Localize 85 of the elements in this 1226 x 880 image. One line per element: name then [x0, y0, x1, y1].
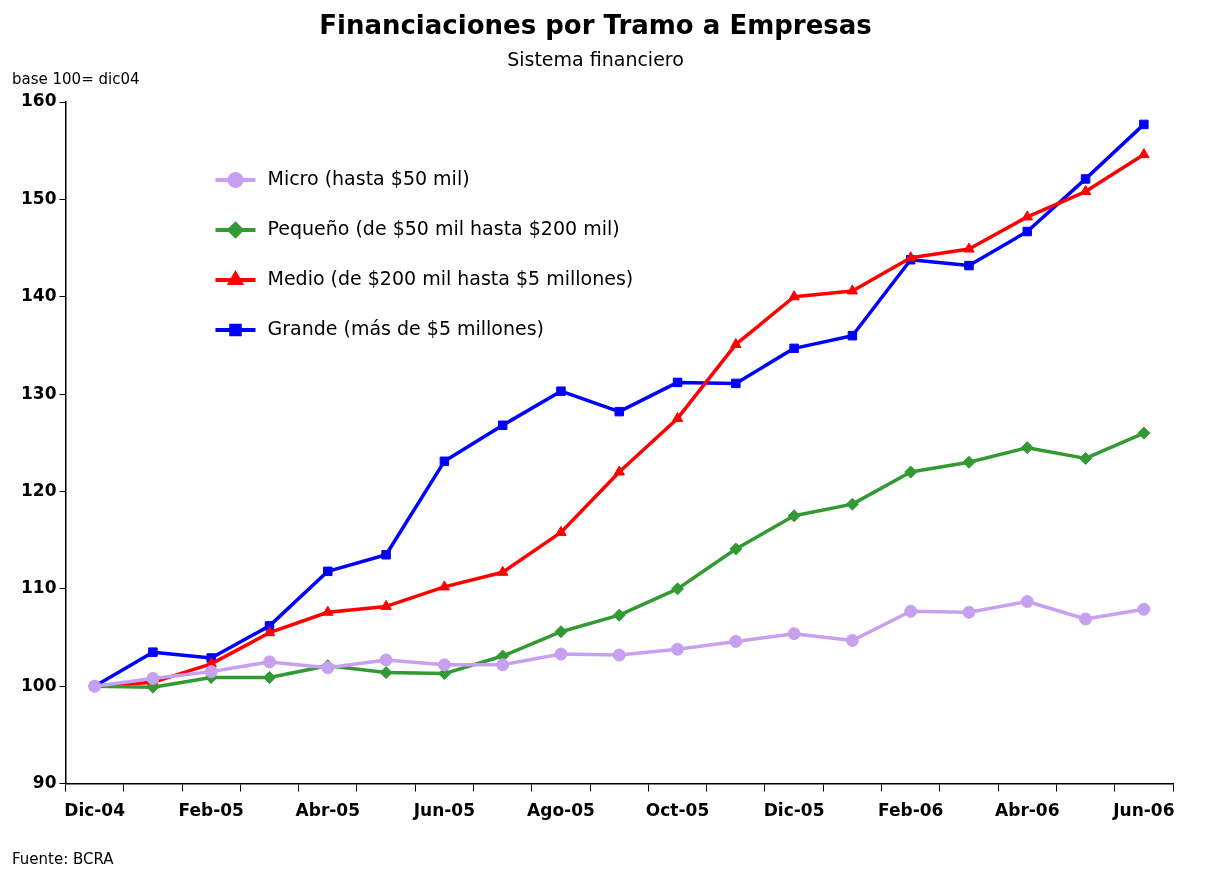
- point: [1079, 451, 1093, 465]
- x-tick-label: Feb-06: [878, 800, 944, 821]
- point: [379, 653, 393, 667]
- point: [554, 647, 568, 661]
- y-tick-label: 90: [32, 772, 57, 793]
- point: [730, 337, 742, 348]
- point: [729, 542, 743, 556]
- point: [1139, 119, 1149, 130]
- point: [497, 420, 508, 431]
- point: [439, 456, 450, 467]
- point: [1022, 226, 1033, 237]
- point: [204, 665, 218, 679]
- y-tick-label: 140: [20, 285, 57, 306]
- point: [846, 284, 859, 295]
- legend-label: Micro (hasta $50 mil): [267, 166, 470, 189]
- x-tick-label: Abr-05: [295, 800, 361, 821]
- point: [845, 497, 859, 511]
- point: [380, 599, 392, 610]
- point: [964, 260, 974, 271]
- point: [1079, 612, 1093, 626]
- point: [612, 608, 626, 622]
- point: [379, 666, 393, 680]
- x-tick-label: Ago-05: [527, 800, 595, 821]
- point: [1021, 210, 1033, 221]
- point: [263, 670, 276, 684]
- point: [496, 565, 509, 576]
- x-tick-label: Jun-06: [1112, 800, 1175, 821]
- point: [962, 605, 976, 619]
- legend-label: Medio (de $200 mil hasta $5 millones): [267, 266, 634, 289]
- point: [148, 647, 158, 657]
- point: [787, 627, 801, 641]
- point: [614, 406, 624, 417]
- point: [847, 330, 858, 341]
- chart-subtitle: Sistema financiero: [507, 47, 684, 70]
- point: [263, 655, 276, 669]
- point: [613, 465, 625, 476]
- point: [845, 633, 859, 647]
- legend-label: Grande (más de $5 millones): [267, 316, 545, 339]
- point: [146, 671, 160, 685]
- point: [671, 642, 685, 656]
- point: [555, 525, 567, 536]
- point: [789, 343, 799, 354]
- point: [731, 378, 741, 389]
- y-tick-label: 130: [20, 382, 57, 403]
- point: [963, 242, 975, 253]
- point: [962, 455, 976, 469]
- point: [554, 625, 568, 639]
- point: [671, 582, 685, 596]
- point: [672, 377, 683, 388]
- point: [612, 648, 626, 662]
- point: [1138, 148, 1150, 159]
- point: [437, 658, 451, 672]
- x-tick-label: Jun-05: [412, 800, 475, 821]
- point: [788, 290, 800, 301]
- point: [1020, 595, 1034, 609]
- point: [322, 605, 334, 616]
- x-tick-label: Dic-04: [64, 800, 126, 821]
- y-tick-label: 150: [20, 187, 57, 208]
- point: [556, 386, 566, 396]
- point: [1137, 602, 1151, 616]
- x-tick-label: Feb-05: [178, 800, 244, 821]
- point: [1020, 441, 1034, 455]
- x-tick-label: Dic-05: [763, 800, 825, 821]
- y-tick-label: 100: [20, 674, 57, 695]
- point: [1080, 174, 1091, 184]
- legend-label: Pequeño (de $50 mil hasta $200 mil): [267, 216, 620, 239]
- x-tick-label: Oct-05: [645, 800, 710, 821]
- y-tick-label: 110: [20, 577, 57, 598]
- source-note: Fuente: BCRA: [12, 850, 115, 869]
- point: [787, 509, 801, 523]
- point: [904, 604, 918, 618]
- point: [904, 465, 918, 479]
- point: [496, 658, 510, 672]
- chart-title: Financiaciones por Tramo a Empresas: [319, 10, 872, 41]
- point: [671, 411, 684, 422]
- point: [729, 634, 743, 648]
- x-tick-label: Abr-06: [995, 800, 1060, 821]
- point: [905, 251, 917, 262]
- y-tick-label: 120: [20, 479, 57, 500]
- point: [1137, 426, 1151, 440]
- point: [381, 550, 391, 560]
- y-axis-title: base 100= dic04: [12, 70, 140, 89]
- point: [323, 566, 333, 577]
- point: [438, 580, 451, 591]
- y-tick-label: 160: [20, 90, 57, 111]
